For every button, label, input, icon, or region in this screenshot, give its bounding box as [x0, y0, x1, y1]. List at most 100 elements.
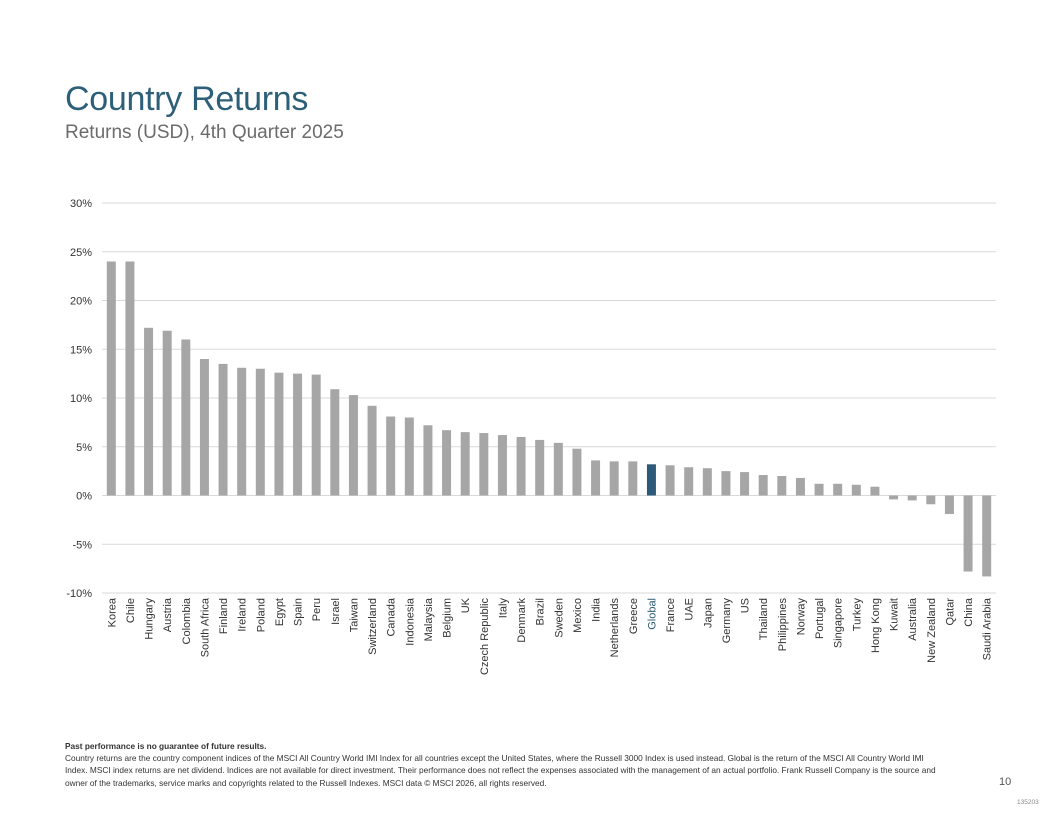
page-subtitle: Returns (USD), 4th Quarter 2025 — [65, 122, 344, 143]
disclaimer-text: Past performance is no guarantee of futu… — [65, 741, 267, 751]
page-number: 10 — [999, 776, 1012, 788]
footnote-text: Country returns are the country componen… — [65, 753, 936, 788]
bar-japan — [702, 468, 712, 496]
bar-mexico — [572, 448, 582, 496]
bar-israel — [330, 389, 340, 496]
y-tick-label: 30% — [70, 198, 92, 210]
x-tick-label: US — [740, 598, 752, 613]
bar-czech-republic — [479, 433, 489, 496]
bar-singapore — [833, 483, 843, 496]
bar-qatar — [944, 495, 954, 515]
bar-canada — [386, 416, 396, 496]
x-tick-label: Ireland — [237, 598, 249, 632]
bar-saudi-arabia — [982, 495, 992, 577]
bar-us — [740, 472, 750, 496]
bar-poland — [255, 368, 265, 496]
bar-italy — [497, 435, 507, 496]
bar-norway — [795, 477, 805, 496]
x-tick-label: Finland — [218, 598, 230, 634]
bar-thailand — [758, 475, 768, 496]
x-tick-label: Sweden — [553, 598, 565, 638]
x-tick-label: Portugal — [814, 598, 826, 639]
x-tick-label: Thailand — [758, 598, 770, 640]
x-tick-label: Global — [646, 598, 658, 630]
bar-austria — [162, 330, 172, 496]
x-tick-label: Saudi Arabia — [982, 597, 994, 660]
bar-hong-kong — [870, 486, 880, 496]
bar-korea — [106, 261, 116, 496]
bar-new-zealand — [926, 495, 936, 505]
bar-turkey — [851, 484, 861, 496]
y-tick-label: -5% — [72, 539, 92, 551]
x-tick-label: Singapore — [833, 598, 845, 648]
bar-philippines — [777, 476, 787, 496]
x-tick-label: Norway — [795, 598, 807, 636]
bar-uk — [460, 432, 470, 496]
x-tick-label: Greece — [628, 598, 640, 634]
y-tick-label: 15% — [70, 344, 92, 356]
y-tick-label: 10% — [70, 393, 92, 405]
bar-portugal — [814, 483, 824, 496]
x-tick-label: Kuwait — [889, 598, 901, 631]
bar-hungary — [144, 327, 154, 496]
x-tick-label: Denmark — [516, 598, 528, 643]
bar-spain — [293, 373, 303, 496]
x-tick-label: Philippines — [777, 598, 789, 652]
bar-global — [646, 464, 656, 496]
x-tick-label: Mexico — [572, 598, 584, 633]
x-tick-label: Poland — [255, 598, 267, 632]
bar-finland — [218, 363, 228, 496]
x-tick-label: Hong Kong — [870, 598, 882, 653]
x-tick-label: Turkey — [851, 598, 863, 632]
x-tick-label: Indonesia — [404, 597, 416, 646]
bar-germany — [721, 471, 731, 496]
x-tick-label: UAE — [684, 598, 696, 621]
bar-uae — [684, 467, 694, 496]
x-tick-label: France — [665, 598, 677, 632]
x-tick-label: Korea — [106, 597, 118, 627]
y-tick-label: 20% — [70, 296, 92, 308]
bar-peru — [311, 374, 321, 496]
x-tick-label: New Zealand — [926, 598, 938, 663]
footnotes: Past performance is no guarantee of futu… — [65, 740, 945, 789]
x-tick-label: South Africa — [199, 597, 211, 657]
x-tick-label: Germany — [721, 598, 733, 644]
bar-brazil — [535, 439, 545, 496]
x-tick-label: Malaysia — [423, 597, 435, 641]
bar-belgium — [442, 430, 452, 496]
bar-france — [665, 465, 675, 496]
x-tick-label: Japan — [702, 598, 714, 628]
x-tick-label: Israel — [330, 598, 342, 625]
bar-india — [591, 460, 601, 496]
x-tick-label: Canada — [386, 597, 398, 636]
bar-switzerland — [367, 405, 377, 496]
x-tick-label: Qatar — [944, 598, 956, 626]
bar-colombia — [181, 339, 191, 496]
x-tick-label: China — [963, 597, 975, 627]
x-tick-label: Czech Republic — [479, 598, 491, 676]
x-tick-label: Taiwan — [348, 598, 360, 632]
x-tick-label: Egypt — [274, 598, 286, 626]
bar-south-africa — [199, 359, 209, 496]
x-tick-label: Netherlands — [609, 598, 621, 658]
bar-taiwan — [348, 395, 358, 496]
document-code: 135203 — [1017, 799, 1039, 806]
y-tick-label: 5% — [76, 442, 92, 454]
x-tick-label: Belgium — [442, 598, 454, 638]
bar-egypt — [274, 372, 284, 496]
bar-denmark — [516, 437, 526, 496]
bar-kuwait — [889, 495, 899, 500]
page-title: Country Returns — [65, 80, 309, 118]
bar-netherlands — [609, 461, 619, 496]
x-tick-label: Hungary — [144, 598, 156, 640]
x-tick-label: Brazil — [535, 598, 547, 626]
bar-greece — [628, 461, 638, 496]
x-tick-label: Chile — [125, 598, 137, 623]
x-tick-label: Peru — [311, 598, 323, 621]
x-tick-label: Austria — [162, 597, 174, 632]
bar-ireland — [237, 367, 247, 496]
x-tick-label: India — [591, 597, 603, 622]
bar-malaysia — [423, 425, 433, 496]
x-tick-label: Switzerland — [367, 598, 379, 655]
